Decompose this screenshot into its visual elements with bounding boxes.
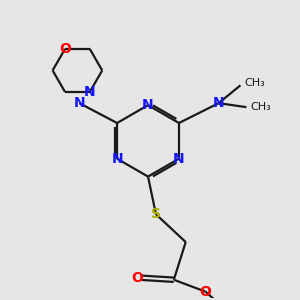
Text: N: N [173,152,185,166]
Text: N: N [111,152,123,166]
Text: S: S [151,207,161,221]
Text: O: O [59,42,71,56]
Text: N: N [213,96,224,110]
Text: O: O [200,285,211,299]
Text: CH₃: CH₃ [244,78,265,88]
Text: O: O [131,271,143,285]
Text: N: N [74,96,85,110]
Text: N: N [142,98,154,112]
Text: CH₃: CH₃ [250,102,271,112]
Text: N: N [84,85,96,99]
